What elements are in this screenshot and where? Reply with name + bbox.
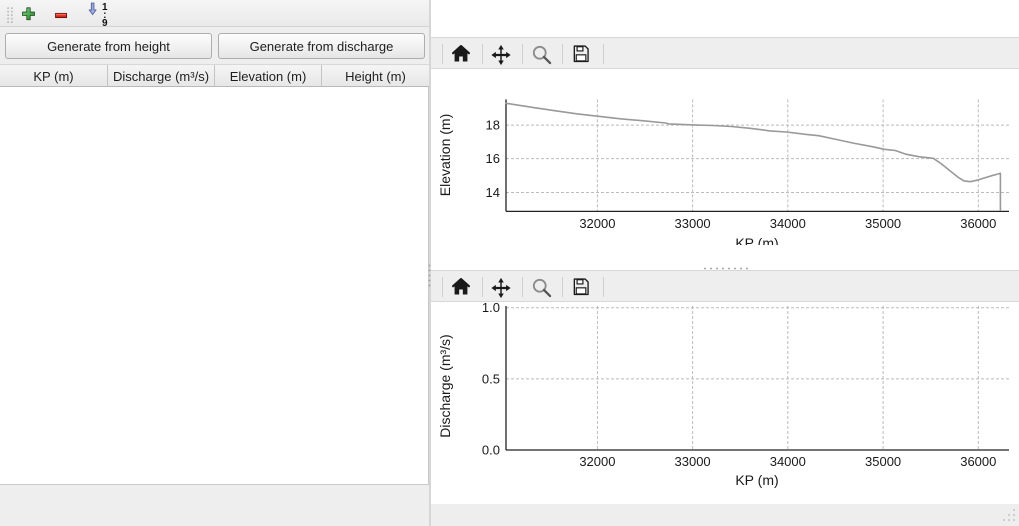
svg-text:14: 14 xyxy=(486,185,500,200)
svg-text:32000: 32000 xyxy=(579,216,615,231)
svg-text:33000: 33000 xyxy=(675,216,711,231)
svg-text:Elevation (m): Elevation (m) xyxy=(437,114,453,196)
svg-text:33000: 33000 xyxy=(675,454,711,469)
svg-text:0.0: 0.0 xyxy=(482,443,500,458)
svg-text:KP (m): KP (m) xyxy=(735,472,778,488)
svg-text:36000: 36000 xyxy=(960,454,996,469)
svg-text:KP (m): KP (m) xyxy=(735,235,778,245)
svg-text:32000: 32000 xyxy=(579,454,615,469)
svg-text:16: 16 xyxy=(486,151,500,166)
svg-text:Discharge (m³/s): Discharge (m³/s) xyxy=(437,334,453,437)
svg-text:1.0: 1.0 xyxy=(482,302,500,315)
svg-text:35000: 35000 xyxy=(865,454,901,469)
svg-text:34000: 34000 xyxy=(770,216,806,231)
svg-text:34000: 34000 xyxy=(770,454,806,469)
svg-text:0.5: 0.5 xyxy=(482,371,500,386)
svg-text:36000: 36000 xyxy=(960,216,996,231)
svg-text:35000: 35000 xyxy=(865,216,901,231)
svg-text:18: 18 xyxy=(486,118,500,133)
